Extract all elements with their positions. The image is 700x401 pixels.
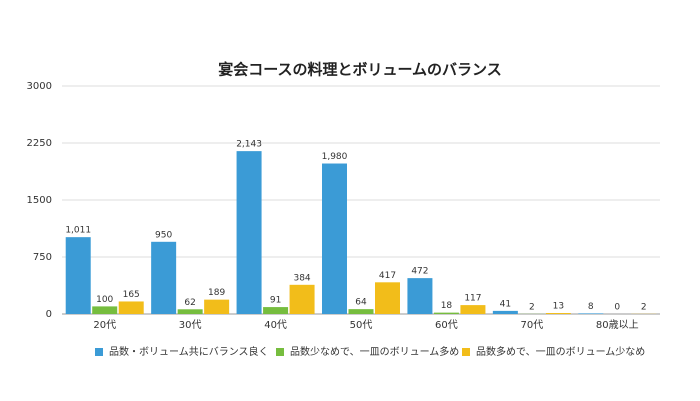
- value-label: 117: [464, 294, 481, 304]
- y-tick-label: 3000: [27, 81, 52, 92]
- x-tick-label: 50代: [350, 319, 373, 331]
- x-tick-label: 60代: [435, 319, 458, 331]
- bar: [289, 284, 315, 314]
- y-tick-label: 750: [33, 252, 52, 263]
- value-label: 13: [553, 302, 564, 312]
- bar: [433, 312, 459, 314]
- value-label: 165: [123, 290, 140, 300]
- value-label: 62: [184, 298, 195, 308]
- bar: [375, 282, 400, 314]
- legend-label: 品数多めで、一皿のボリューム少なめ: [476, 345, 645, 358]
- value-label: 100: [96, 295, 113, 305]
- bar: [460, 305, 486, 314]
- value-label: 1,980: [322, 152, 348, 162]
- value-label: 1,011: [65, 226, 91, 236]
- bar: [177, 309, 203, 314]
- y-tick-label: 0: [46, 309, 52, 320]
- x-tick-label: 70代: [520, 319, 543, 331]
- value-label: 417: [379, 271, 396, 281]
- value-label: 2: [641, 302, 647, 312]
- value-label: 91: [270, 296, 281, 306]
- bar: [545, 313, 571, 314]
- bar: [263, 307, 289, 314]
- bar: [92, 306, 118, 314]
- bar: [118, 301, 144, 314]
- bar: [322, 163, 347, 314]
- value-label: 472: [411, 267, 428, 277]
- bar: [578, 313, 604, 314]
- value-label: 18: [441, 301, 453, 311]
- y-tick-label: 2250: [27, 138, 52, 149]
- x-tick-label: 30代: [179, 319, 202, 331]
- value-label: 64: [355, 298, 367, 308]
- value-label: 189: [208, 288, 225, 298]
- legend-label: 品数・ボリューム共にバランス良く: [109, 345, 269, 358]
- legend-label: 品数少なめで、一皿のボリューム多め: [290, 345, 459, 358]
- bar: [65, 237, 91, 314]
- bar: [348, 309, 374, 314]
- value-label: 0: [614, 303, 620, 313]
- bar: [204, 299, 230, 314]
- x-tick-label: 40代: [264, 319, 287, 331]
- bar: [407, 278, 433, 314]
- bar: [151, 241, 177, 314]
- value-label: 950: [155, 230, 172, 240]
- chart-title: 宴会コースの料理とボリュームのバランス: [218, 61, 502, 79]
- value-label: 2: [529, 302, 535, 312]
- y-tick-label: 1500: [27, 195, 52, 206]
- legend-swatch: [276, 348, 284, 356]
- value-label: 384: [293, 273, 310, 283]
- bar: [236, 151, 262, 314]
- value-label: 41: [500, 299, 511, 309]
- x-tick-label: 80歳以上: [596, 319, 639, 331]
- value-label: 8: [588, 302, 594, 312]
- legend-swatch: [462, 348, 470, 356]
- x-tick-label: 20代: [93, 319, 116, 331]
- bar: [492, 310, 518, 314]
- legend-swatch: [95, 348, 103, 356]
- value-label: 2,143: [236, 140, 262, 150]
